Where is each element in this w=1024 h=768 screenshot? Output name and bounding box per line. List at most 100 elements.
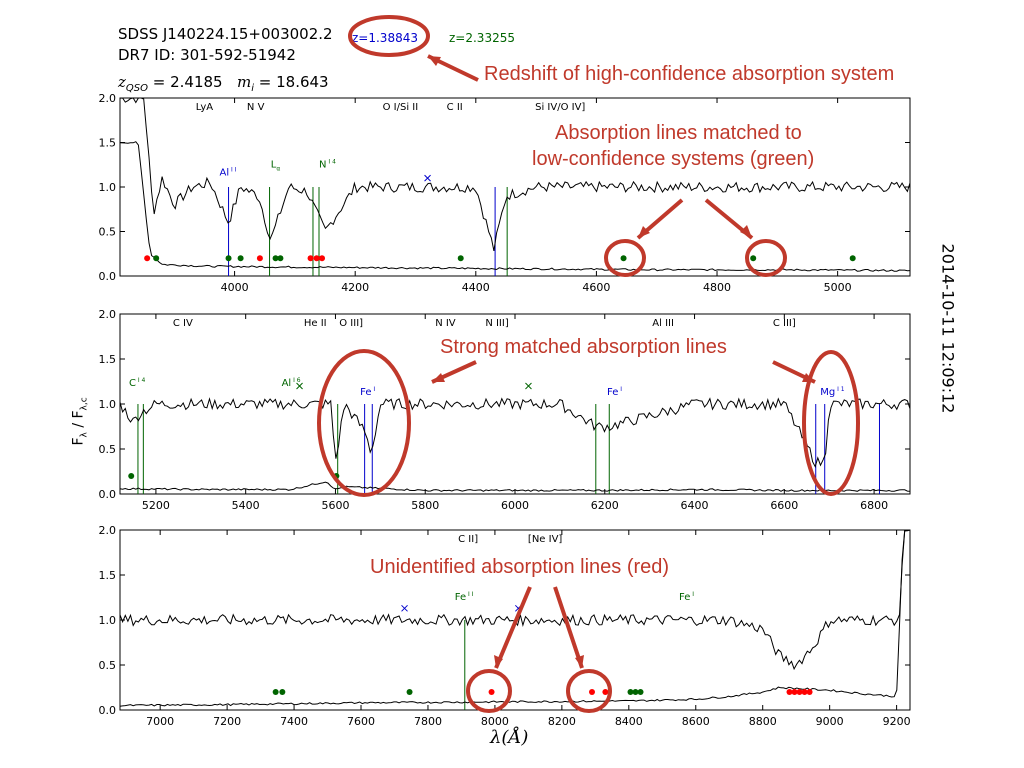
arrowhead-1 [428,56,441,66]
y-tick-label: 1.0 [99,181,117,194]
emission-line-label: Si IV/O IV] [535,102,585,113]
x-tick-label: 9000 [816,715,844,728]
absorption-dot [632,689,639,695]
error-line [119,481,911,492]
y-tick-label: 2.0 [99,92,117,105]
arrowhead-5 [802,373,815,382]
absorption-dot [602,689,609,695]
absorption-dot [128,473,135,479]
absorption-dot [801,689,808,695]
x-tick-label: 5200 [142,499,170,512]
cross-marker [424,174,431,182]
x-tick-label: 8600 [682,715,710,728]
unidentified-highlight-ellipse-1 [466,669,512,713]
spectrum-panel-bottom: 7000 7200 7400 7600 7800 8000 8200 8400 8600 8800… [99,524,911,728]
absorption-dot [313,255,320,262]
x-tick-label: 8200 [548,715,576,728]
emission-line-label: N IV [435,318,456,329]
absorption-dot [637,689,644,695]
absorption-dot [272,689,279,695]
line-label-superscript: I 4 [326,158,336,165]
x-tick-label: 8000 [481,715,509,728]
absorption-dot [225,255,232,262]
y-tick-label: 1.5 [99,569,117,582]
absorption-dot [750,255,757,262]
y-tick-label: 0.0 [99,488,117,501]
absorption-line-label: Fe I [607,386,622,398]
dr7-id: DR7 ID: 301-592-51942 [118,46,296,64]
low-confidence-redshift: z=2.33255 [449,31,515,45]
object-name: SDSS J140224.15+003002.2 [118,25,333,43]
annotation-arrow-7 [553,586,584,669]
line-label-superscript: I I [229,166,237,173]
low-confidence-highlight-ellipse-1 [604,239,646,277]
absorption-line-label: N I 4 [319,158,336,170]
absorption-dot [406,689,413,695]
line-label-main: Mg [820,387,835,398]
emission-line-label: C III] [773,318,796,329]
line-label-superscript: I [690,591,694,598]
y-tick-label: 0.5 [99,443,117,456]
annotation-arrowheads [428,56,815,668]
x-tick-label: 5400 [232,499,260,512]
arrowhead-3 [740,225,752,238]
x-tick-label: 7000 [146,715,174,728]
y-tick-label: 2.0 [99,308,117,321]
absorption-dot [307,255,314,262]
absorption-dot [627,689,634,695]
absorption-dot [796,689,803,695]
annotation-arrow-6 [494,586,532,669]
y-axis-label-subscript: λ [79,432,90,438]
absorption-dot [272,255,279,262]
flux-line [119,529,911,671]
y-tick-label: 0.0 [99,704,117,717]
absorption-dot [279,689,286,695]
y-axis-label-numerator: F [70,437,87,446]
absorption-dot [457,255,464,262]
x-tick-label: 5600 [321,499,349,512]
qso-redshift-value: = 2.4185 [148,73,223,91]
x-tick-label: 4000 [221,281,249,294]
x-tick-label: 7200 [213,715,241,728]
annotation-strong-lines: Strong matched absorption lines [440,336,727,358]
absorption-line-label: Fe I [360,386,375,398]
emission-line-label: LyA [196,102,214,113]
absorption-line-label: C I 4 [129,377,146,389]
emission-line-label: [Ne IV] [528,534,563,545]
absorption-dot [319,255,326,262]
x-tick-label: 7800 [414,715,442,728]
x-tick-label: 7400 [280,715,308,728]
line-label-subscript: α [276,165,280,172]
x-tick-label: 6200 [591,499,619,512]
line-label-main: L [271,159,277,170]
line-label-superscript: I 6 [291,377,301,384]
error-line [119,529,911,707]
line-label-superscript: I [618,386,622,393]
x-tick-label: 6600 [770,499,798,512]
absorption-line-label: Mg I 1 [820,386,845,398]
x-tick-label: 4200 [341,281,369,294]
absorption-dot [256,255,263,262]
qso-redshift-subscript: QSO [125,83,148,94]
absorption-dot [153,255,160,262]
strong-lines-highlight-ellipse-2 [802,350,860,496]
emission-line-label: C II] [458,534,478,545]
high-confidence-redshift: z=1.38843 [352,31,418,45]
line-label-superscript: I [372,386,376,393]
absorption-dot [786,689,793,695]
x-tick-label: 6400 [681,499,709,512]
emission-line-label: Al III [652,318,674,329]
cross-marker [401,604,408,612]
line-label-main: Fe [679,592,690,603]
magnitude-symbol: m [237,73,252,91]
y-tick-label: 0.0 [99,270,117,283]
x-tick-label: 5800 [411,499,439,512]
absorption-line-label: Al I 6 [282,377,301,389]
x-tick-label: 4800 [703,281,731,294]
absorption-dot [588,689,595,695]
flux-line [119,397,911,468]
line-label-main: C [129,378,136,389]
low-confidence-highlight-ellipse-2 [745,239,787,277]
cross-stroke [296,382,303,390]
